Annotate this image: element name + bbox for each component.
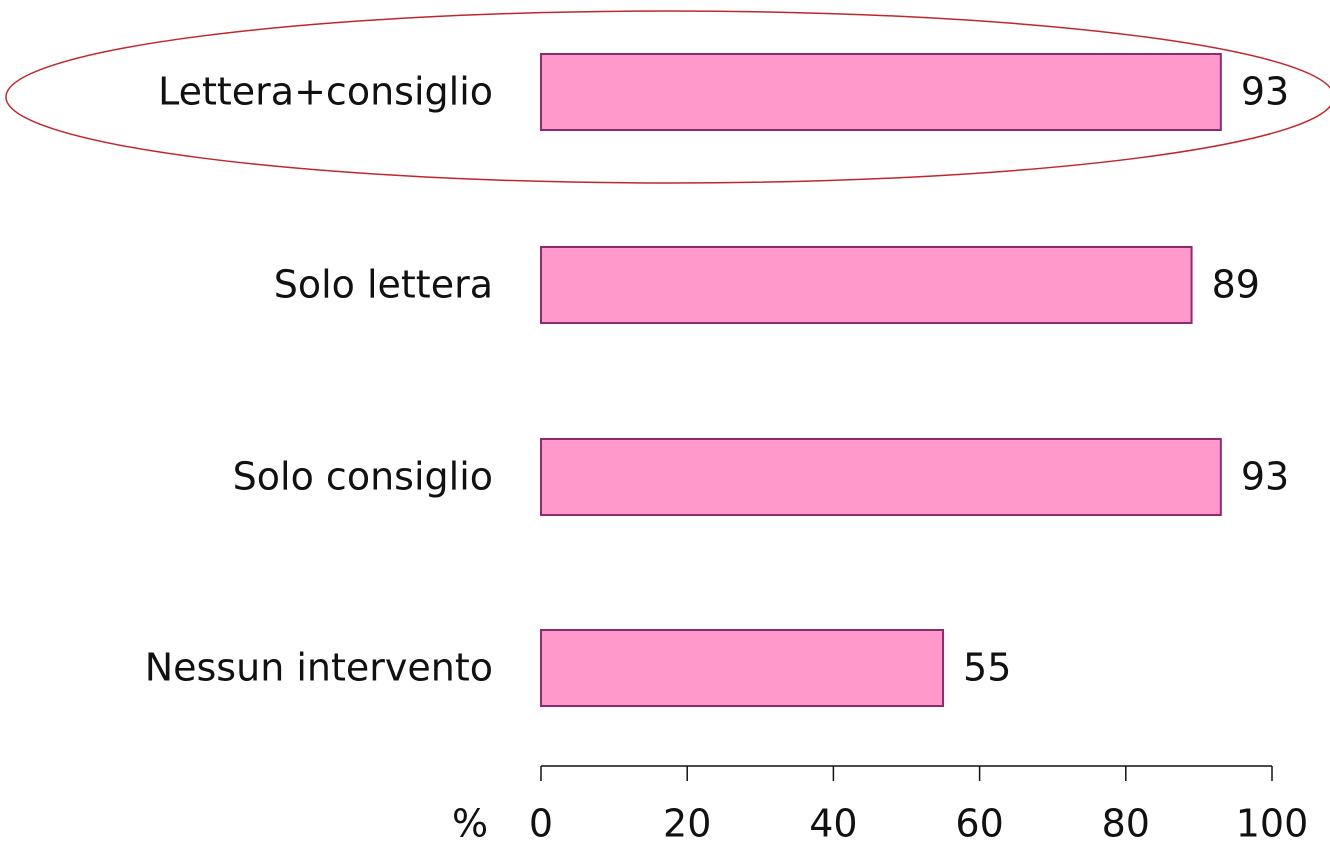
x-tick-label: 20 — [663, 802, 711, 846]
bar — [540, 246, 1193, 324]
y-tick-label: Solo consiglio — [233, 455, 493, 499]
y-tick-label: Nessun intervento — [145, 646, 493, 690]
x-tick-label: 100 — [1236, 802, 1309, 846]
x-tick-label: 40 — [809, 802, 857, 846]
x-tick-label: 60 — [955, 802, 1003, 846]
x-tick-label: 0 — [529, 802, 553, 846]
bar — [540, 53, 1222, 131]
y-tick-label: Lettera+consiglio — [158, 70, 493, 114]
bar — [540, 629, 945, 707]
value-label: 55 — [963, 646, 1011, 690]
x-axis-label: % — [452, 802, 488, 846]
value-label: 93 — [1241, 455, 1289, 499]
highlight-ellipse — [5, 10, 1330, 184]
y-tick-label: Solo lettera — [274, 263, 493, 307]
value-label: 89 — [1212, 263, 1260, 307]
value-label: 93 — [1241, 70, 1289, 114]
x-tick-label: 80 — [1102, 802, 1150, 846]
bar — [540, 438, 1222, 516]
